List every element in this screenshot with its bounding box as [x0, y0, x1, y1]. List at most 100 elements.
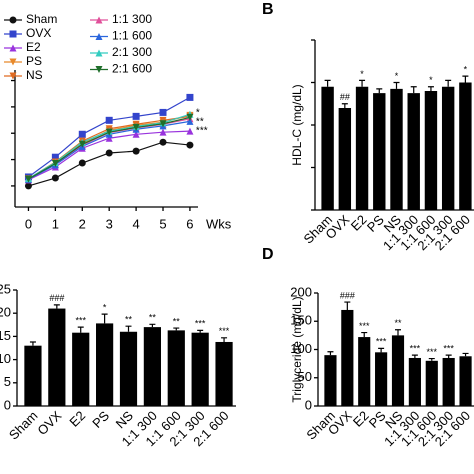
annotation: ***	[195, 319, 206, 329]
legend-label: 1:1 300	[112, 12, 152, 26]
bar	[390, 88, 403, 210]
error-bar	[410, 86, 417, 94]
annotation: **	[394, 318, 402, 328]
annotation: **	[173, 316, 181, 326]
bar	[459, 82, 472, 210]
bar	[143, 327, 161, 406]
bar	[191, 332, 209, 406]
legend-label: OVX	[26, 26, 51, 40]
bar	[391, 335, 405, 406]
annotation: **	[125, 315, 133, 325]
marker	[186, 141, 194, 149]
bar	[48, 308, 66, 406]
annotation: *	[360, 69, 364, 79]
error-bar	[395, 329, 401, 336]
error-bar	[393, 81, 400, 89]
error-bar	[101, 313, 108, 324]
marker	[186, 117, 194, 125]
error-bar	[221, 337, 228, 342]
y-tick-label: 150	[290, 313, 312, 328]
y-tick-label: 200	[290, 284, 312, 299]
y-tick-label: 25	[0, 281, 11, 296]
y-tick-label: 0	[305, 397, 312, 412]
y-axis-label: Triglyceride (mg/dL)	[290, 296, 304, 402]
annotation: **	[149, 313, 157, 323]
x-axis-label: Wks	[206, 216, 232, 231]
marker	[132, 123, 140, 131]
bar	[355, 86, 369, 210]
bar	[341, 309, 354, 406]
x-tick-label: PS	[89, 408, 112, 431]
error-bar	[197, 329, 204, 333]
error-bar	[376, 88, 383, 94]
bar	[442, 357, 455, 406]
x-tick-label: OVX	[34, 408, 64, 438]
legend-label: 1:1 600	[112, 29, 152, 43]
error-bar	[445, 354, 452, 358]
y-tick-label: 5	[4, 374, 11, 389]
legend-label: PS	[26, 54, 42, 68]
marker	[159, 108, 167, 116]
x-tick-label: E2	[66, 408, 88, 430]
marker	[24, 175, 32, 183]
y-axis-label: HDL-C (mg/dL)	[290, 84, 304, 165]
annotation: ***	[196, 126, 208, 137]
marker	[186, 93, 194, 101]
error-bar	[77, 326, 84, 333]
error-bar	[327, 351, 334, 356]
y-tick-label: 15	[0, 328, 11, 343]
bar	[72, 332, 90, 406]
marker	[95, 33, 103, 40]
annotation: *	[429, 75, 433, 85]
bar	[375, 352, 388, 406]
annotation: ##	[340, 92, 350, 102]
error-bar	[341, 103, 348, 108]
error-bar	[427, 86, 434, 91]
marker	[105, 149, 113, 157]
annotation: ***	[443, 344, 454, 354]
marker	[51, 153, 59, 161]
legend-label: E2	[26, 40, 41, 54]
marker	[51, 160, 59, 168]
bar	[167, 330, 185, 406]
annotation: **	[196, 117, 204, 128]
x-tick-label: 4	[132, 216, 139, 231]
marker	[9, 16, 17, 24]
x-tick-label: 0	[25, 216, 32, 231]
bar	[441, 86, 455, 210]
legend-label: Sham	[26, 12, 57, 26]
y-tick-label: 10	[0, 351, 11, 366]
annotation: ***	[427, 347, 438, 357]
error-bar	[361, 331, 368, 338]
marker	[159, 128, 167, 136]
panel-label: B	[262, 1, 274, 18]
bar	[407, 93, 420, 210]
error-bar	[378, 347, 385, 353]
annotation: *	[464, 65, 468, 75]
x-tick-label: 6	[186, 216, 193, 231]
legend-label: 2:1 300	[112, 45, 152, 59]
bar	[215, 341, 233, 406]
bar	[96, 323, 114, 406]
bar	[424, 91, 438, 210]
bar	[408, 357, 421, 406]
panel-label: D	[262, 246, 274, 263]
marker	[159, 138, 167, 146]
annotation: *	[395, 71, 399, 81]
marker	[95, 66, 103, 73]
annotation: ***	[219, 326, 230, 336]
y-tick-label: 50	[298, 369, 312, 384]
marker	[78, 159, 86, 167]
marker	[132, 147, 140, 155]
marker	[51, 174, 59, 182]
x-tick-label: 3	[106, 216, 113, 231]
bar	[321, 86, 334, 210]
marker	[24, 182, 32, 190]
error-bar	[462, 75, 469, 83]
bar	[459, 356, 472, 406]
marker	[186, 127, 194, 135]
annotation: *	[196, 108, 200, 119]
bar	[24, 345, 42, 406]
bar	[338, 108, 352, 210]
error-bar	[324, 79, 331, 87]
